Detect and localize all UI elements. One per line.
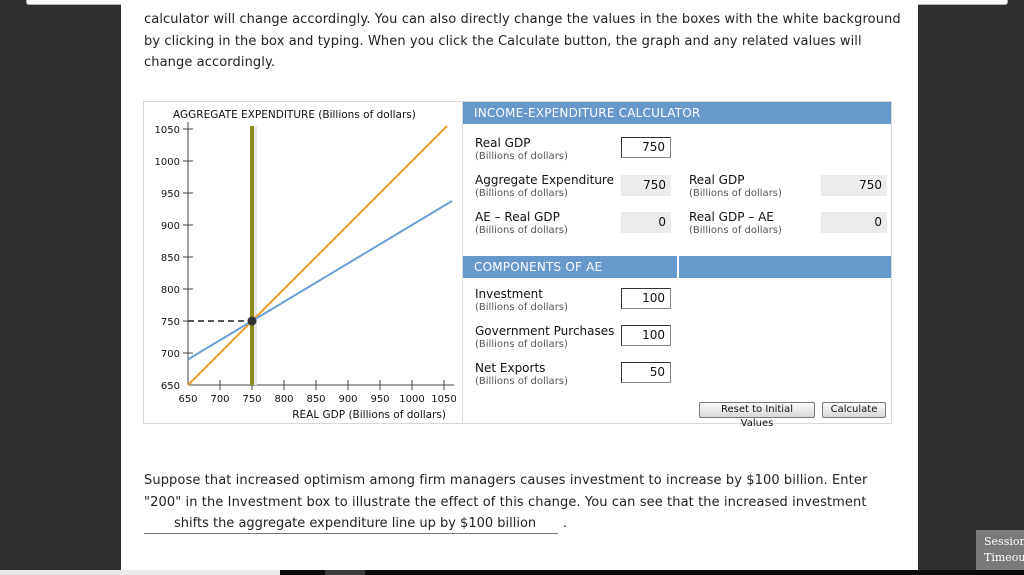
svg-text:850: 850 — [306, 394, 325, 405]
svg-text:800: 800 — [161, 285, 180, 296]
ae-graph-panel: AGGREGATE EXPENDITURE (Billions of dolla… — [143, 101, 463, 424]
income-expenditure-calculator: INCOME-EXPENDITURE CALCULATOR Real GDP (… — [463, 101, 892, 429]
investment-unit: (Billions of dollars) — [475, 302, 568, 313]
svg-text:750: 750 — [161, 317, 180, 328]
ae-minus-gdp-value: 0 — [621, 212, 671, 233]
svg-text:700: 700 — [161, 349, 180, 360]
calculator-header: INCOME-EXPENDITURE CALCULATOR — [463, 102, 891, 124]
ae-chart: AGGREGATE EXPENDITURE (Billions of dolla… — [155, 109, 457, 421]
aggregate-expenditure-label: Aggregate Expenditure — [475, 173, 614, 187]
y-tick-labels: 1050 1000 950 900 850 800 750 700 650 — [155, 125, 180, 392]
real-gdp-unit: (Billions of dollars) — [475, 151, 568, 162]
gdp-minus-ae-label: Real GDP – AE — [689, 210, 774, 224]
horizontal-scrollbar[interactable] — [0, 570, 280, 575]
gdp-minus-ae-value: 0 — [821, 212, 887, 233]
intro-paragraph: calculator will change accordingly. You … — [144, 12, 901, 70]
real-gdp-output-label: Real GDP — [689, 173, 745, 187]
x-tick-labels: 650 700 750 800 850 900 950 1000 1050 — [178, 394, 456, 405]
taskbar-item[interactable] — [325, 570, 365, 575]
svg-text:750: 750 — [242, 394, 261, 405]
question-text: Suppose that increased optimism among fi… — [144, 473, 868, 510]
components-header: COMPONENTS OF AE — [463, 256, 677, 278]
session-label: Session — [984, 535, 1024, 548]
net-exports-input[interactable]: 50 — [621, 362, 671, 383]
real-gdp-output-unit: (Billions of dollars) — [689, 188, 782, 199]
answer-dropdown[interactable]: shifts the aggregate expenditure line up… — [144, 514, 558, 534]
gdp-minus-ae-unit: (Billions of dollars) — [689, 225, 782, 236]
x-axis-title: REAL GDP (Billions of dollars) — [292, 409, 446, 421]
real-gdp-marker-line[interactable] — [250, 126, 254, 385]
real-gdp-output-value: 750 — [821, 175, 887, 196]
real-gdp-label: Real GDP — [475, 136, 531, 150]
real-gdp-input[interactable]: 750 — [621, 137, 671, 158]
svg-text:900: 900 — [338, 394, 357, 405]
government-purchases-unit: (Billions of dollars) — [475, 339, 568, 350]
government-purchases-label: Government Purchases — [475, 324, 615, 338]
forty-five-degree-line — [187, 125, 448, 386]
aggregate-expenditure-line — [187, 200, 453, 361]
investment-label: Investment — [475, 287, 543, 301]
svg-text:850: 850 — [161, 253, 180, 264]
svg-text:650: 650 — [178, 394, 197, 405]
calculate-button[interactable]: Calculate — [822, 402, 886, 418]
gdp-marker-shadow — [253, 126, 257, 385]
svg-text:1050: 1050 — [431, 394, 456, 405]
y-axis-title: AGGREGATE EXPENDITURE (Billions of dolla… — [173, 109, 416, 121]
content-page: calculator will change accordingly. You … — [121, 0, 918, 575]
svg-text:1000: 1000 — [155, 157, 180, 168]
ae-minus-gdp-unit: (Billions of dollars) — [475, 225, 568, 236]
aggregate-expenditure-unit: (Billions of dollars) — [475, 188, 568, 199]
session-timeout-widget[interactable]: Session Timeout — [976, 530, 1024, 570]
government-purchases-input[interactable]: 100 — [621, 325, 671, 346]
timeout-label: Timeout — [984, 551, 1024, 564]
svg-text:800: 800 — [274, 394, 293, 405]
ae-minus-gdp-label: AE – Real GDP — [475, 210, 560, 224]
svg-text:950: 950 — [370, 394, 389, 405]
svg-text:650: 650 — [161, 381, 180, 392]
reset-button[interactable]: Reset to Initial Values — [699, 402, 815, 429]
svg-text:1000: 1000 — [399, 394, 424, 405]
investment-input[interactable]: 100 — [621, 288, 671, 309]
answer-trailing-period: . — [563, 516, 568, 531]
equilibrium-point — [247, 316, 257, 326]
svg-text:700: 700 — [210, 394, 229, 405]
net-exports-label: Net Exports — [475, 361, 546, 375]
net-exports-unit: (Billions of dollars) — [475, 376, 568, 387]
components-header-extension — [679, 256, 891, 278]
svg-text:900: 900 — [161, 221, 180, 232]
bottom-taskbar — [0, 570, 1024, 575]
aggregate-expenditure-value: 750 — [621, 175, 671, 196]
svg-text:1050: 1050 — [155, 125, 180, 136]
svg-text:950: 950 — [161, 189, 180, 200]
